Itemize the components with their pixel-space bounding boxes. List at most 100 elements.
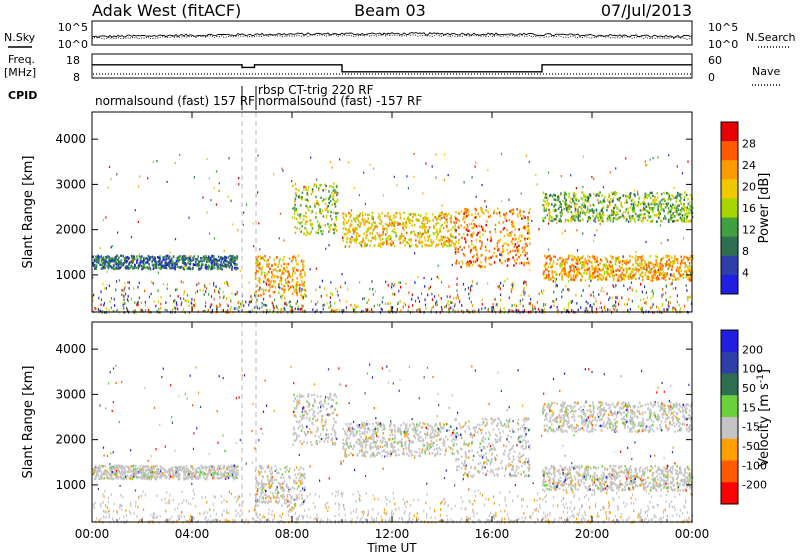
echo-cell <box>442 215 445 218</box>
echo-cell <box>172 255 175 258</box>
ground-scatter-cell <box>623 303 626 306</box>
ground-scatter-cell <box>123 307 125 310</box>
echo-cell <box>584 199 587 202</box>
echo-cell <box>215 263 218 266</box>
echo-cell <box>164 266 167 269</box>
echo-cell <box>660 199 663 202</box>
ground-scatter-cell <box>668 305 670 308</box>
echo-cell <box>230 468 233 472</box>
echo-cell <box>178 474 181 478</box>
echo-cell <box>444 236 446 239</box>
echo-cell <box>311 227 314 230</box>
echo-cell <box>550 257 553 260</box>
echo-cell <box>125 477 128 481</box>
sparse-echo-cell <box>500 253 502 256</box>
echo-cell <box>443 241 445 245</box>
echo-cell <box>601 216 604 219</box>
echo-cell <box>135 266 138 269</box>
echo-cell <box>608 193 611 196</box>
echo-cell <box>134 257 136 261</box>
ground-scatter-cell <box>598 306 601 309</box>
echo-cell <box>378 212 380 216</box>
echo-cell <box>647 275 650 279</box>
ground-scatter-cell <box>126 298 128 301</box>
echo-cell <box>148 467 150 471</box>
echo-cell <box>333 200 336 203</box>
sparse-echo-cell <box>526 237 528 240</box>
echo-cell <box>112 259 115 262</box>
echo-cell <box>294 197 297 200</box>
echo-cell <box>564 262 566 265</box>
echo-cell <box>187 472 190 475</box>
echo-cell <box>348 212 350 215</box>
echo-cell <box>610 218 612 221</box>
ground-scatter-cell <box>134 309 136 312</box>
echo-cell <box>269 267 271 270</box>
echo-cell <box>349 230 351 233</box>
echo-cell <box>360 245 363 248</box>
ground-scatter-cell <box>675 308 677 311</box>
echo-cell <box>683 198 685 201</box>
y-tick-label: 2000 <box>55 223 86 237</box>
echo-cell <box>573 191 576 195</box>
echo-cell <box>588 274 591 277</box>
echo-cell <box>661 268 663 271</box>
echo-cell <box>106 264 108 267</box>
echo-cell <box>153 467 155 471</box>
ground-scatter-cell <box>297 305 299 308</box>
echo-cell <box>489 214 492 218</box>
sparse-echo-cell <box>471 222 473 225</box>
echo-cell <box>389 234 391 238</box>
echo-cell <box>327 197 330 201</box>
ground-scatter-cell <box>177 295 179 298</box>
power-ylabel: Slant Range [km] <box>21 156 36 269</box>
ground-scatter-cell <box>180 297 182 300</box>
power-colorbar-label: Power [dB] <box>757 173 772 244</box>
echo-cell <box>466 215 468 218</box>
echo-cell <box>399 216 402 220</box>
echo-cell <box>448 238 450 241</box>
echo-cell <box>431 242 434 245</box>
echo-cell <box>579 261 582 264</box>
ground-scatter-cell <box>457 294 459 297</box>
ground-scatter-cell <box>340 285 342 289</box>
ground-scatter-cell <box>98 296 100 300</box>
sparse-echo-cell <box>414 252 416 255</box>
echo-cell <box>587 268 590 271</box>
echo-cell <box>140 476 142 479</box>
echo-cell <box>220 476 223 479</box>
echo-cell <box>283 285 285 288</box>
echo-cell <box>356 237 358 240</box>
echo-cell <box>269 282 271 285</box>
echo-cell <box>176 472 179 475</box>
ground-scatter-cell <box>528 294 530 298</box>
echo-cell <box>583 271 585 275</box>
echo-cell <box>389 216 391 219</box>
echo-cell <box>117 262 120 265</box>
echo-cell <box>484 265 486 268</box>
echo-cell <box>573 267 575 270</box>
ground-scatter-cell <box>649 306 652 310</box>
echo-cell <box>625 271 628 274</box>
echo-cell <box>416 219 419 222</box>
echo-cell <box>599 262 601 265</box>
echo-cell <box>522 217 524 220</box>
echo-cell <box>159 263 161 266</box>
ground-scatter-cell <box>150 280 152 284</box>
echo-cell <box>164 258 166 262</box>
sparse-echo-cell <box>255 272 257 275</box>
echo-cell <box>555 278 558 282</box>
ground-scatter-cell <box>661 295 663 299</box>
ground-scatter-cell <box>392 293 394 296</box>
ground-scatter-cell <box>523 293 525 297</box>
echo-cell <box>257 260 259 263</box>
echo-cell <box>294 256 297 260</box>
echo-cell <box>470 233 473 236</box>
echo-cell <box>557 198 560 201</box>
echo-cell <box>648 265 650 268</box>
sparse-echo-cell <box>364 202 366 206</box>
echo-cell <box>508 218 511 222</box>
echo-cell <box>627 207 629 210</box>
echo-cell <box>609 260 611 264</box>
echo-cell <box>128 261 131 264</box>
